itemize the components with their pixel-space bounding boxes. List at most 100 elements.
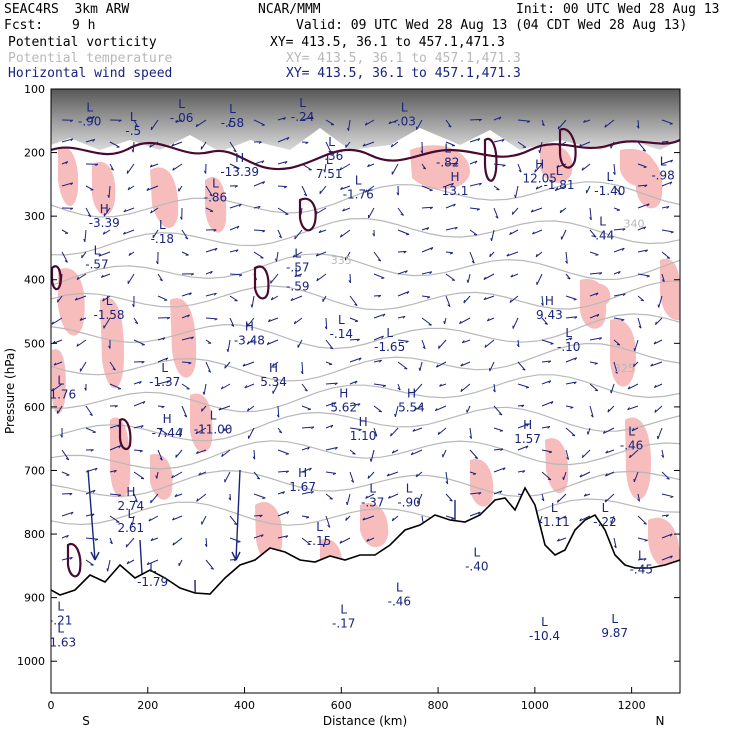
wind-vector-head xyxy=(236,225,240,229)
wind-vector-head xyxy=(74,297,78,301)
wind-vector xyxy=(484,339,495,348)
wind-vector-head xyxy=(627,407,630,411)
wind-vector-head xyxy=(489,253,491,257)
wind-vector xyxy=(229,225,240,231)
wind-vector xyxy=(319,185,327,195)
wind-vector xyxy=(229,537,241,543)
wind-vector xyxy=(229,295,238,302)
wind-vector xyxy=(517,339,520,347)
wind-vector xyxy=(469,251,475,264)
wind-vector xyxy=(467,273,471,283)
wind-vector xyxy=(53,361,63,366)
wind-vector xyxy=(293,317,303,325)
wind-vector-head xyxy=(305,141,309,145)
pv-shade-region xyxy=(92,161,116,216)
extremum-value: -.46 xyxy=(620,439,643,453)
wind-vector xyxy=(292,251,303,258)
wind-vector xyxy=(251,295,255,308)
wind-vector xyxy=(581,449,591,459)
wind-vector xyxy=(339,537,351,544)
wind-vector-head xyxy=(400,213,404,216)
wind-vector xyxy=(459,317,471,325)
wind-vector-head xyxy=(323,169,326,173)
wind-vector xyxy=(229,163,240,169)
wind-vector-head xyxy=(261,160,265,164)
wind-vector-head xyxy=(621,319,625,322)
wind-vector-head xyxy=(581,167,584,171)
wind-vector-head xyxy=(65,161,69,165)
wind-vector xyxy=(101,273,111,278)
wind-vector xyxy=(253,449,256,460)
wind-vector-head xyxy=(559,209,562,213)
wind-vector xyxy=(349,357,362,363)
extremum-value: 1.57 xyxy=(514,432,541,446)
wind-vector-head xyxy=(633,363,635,367)
wind-vector-head xyxy=(541,498,545,502)
extremum-letter: H xyxy=(298,466,307,480)
wind-vector-head xyxy=(300,371,304,375)
wind-vector-head xyxy=(292,254,296,258)
wind-vector xyxy=(416,119,423,130)
wind-vector-head xyxy=(345,517,347,521)
wind-vector xyxy=(247,339,255,345)
wind-vector-head xyxy=(66,534,69,538)
extremum-value: -.03 xyxy=(392,114,415,128)
wind-vector xyxy=(277,136,290,143)
wind-vector xyxy=(133,400,146,407)
extremum-letter: L xyxy=(551,501,558,515)
wind-vector xyxy=(301,383,308,392)
pv-contour-cell xyxy=(483,137,498,182)
wind-vector xyxy=(661,159,673,165)
wind-vector-head xyxy=(522,470,526,473)
wind-vector xyxy=(229,317,235,327)
wind-vector-head xyxy=(149,144,152,148)
pv-contour-cell xyxy=(118,418,132,451)
wind-vector xyxy=(224,471,231,483)
wind-vector-head xyxy=(550,401,554,405)
wind-vector xyxy=(373,427,378,437)
wind-vector-head xyxy=(139,381,142,385)
wind-vector xyxy=(650,361,663,367)
extremum-value: -13.39 xyxy=(220,165,259,179)
wind-vector xyxy=(565,449,570,460)
wind-vector xyxy=(397,315,406,319)
extremum-letter: H xyxy=(450,170,459,184)
wind-vector-head xyxy=(661,279,665,283)
wind-vector-head xyxy=(554,187,558,192)
wind-vector xyxy=(397,270,408,275)
wind-vector-head xyxy=(574,316,578,319)
wind-vector-head xyxy=(387,495,391,499)
wind-vector-head xyxy=(209,194,213,197)
wind-vector-head xyxy=(159,457,163,461)
wind-vector-head xyxy=(574,357,578,361)
wind-vector xyxy=(391,449,399,454)
wind-vector-head xyxy=(547,478,551,481)
wind-vector-head xyxy=(502,164,506,167)
wind-vector-head xyxy=(351,480,354,483)
wind-vector-head xyxy=(557,538,560,542)
wind-vector xyxy=(613,228,626,231)
stratosphere-shading xyxy=(51,89,680,152)
pv-contour-cell xyxy=(298,197,317,232)
wind-vector xyxy=(195,119,207,128)
wind-vector-head xyxy=(210,270,213,275)
wind-vector xyxy=(102,295,111,302)
wind-vector-head xyxy=(247,408,250,412)
wind-vector xyxy=(85,559,94,566)
theta-isoline xyxy=(51,313,680,350)
wind-vector xyxy=(146,559,159,566)
wind-vector xyxy=(637,558,647,561)
extremum-value: -1.63 xyxy=(45,636,76,650)
wind-vector-head xyxy=(196,498,199,502)
wind-vector xyxy=(633,361,639,367)
wind-vector xyxy=(157,273,163,282)
wind-vector xyxy=(613,293,626,297)
wind-vector-head xyxy=(460,388,463,392)
wind-vector xyxy=(637,163,647,168)
wind-jet-head xyxy=(235,551,241,561)
wind-vector xyxy=(627,405,639,411)
wind-vector-head xyxy=(311,426,315,430)
wind-vector-head xyxy=(557,126,560,130)
extremum-letter: L xyxy=(326,153,333,167)
wind-vector-head xyxy=(548,360,552,364)
